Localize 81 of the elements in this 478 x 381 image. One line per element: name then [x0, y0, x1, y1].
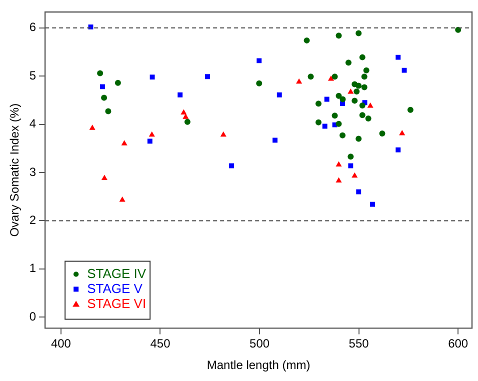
y-tick-label: 6 [29, 20, 36, 34]
point [352, 98, 358, 104]
point [361, 84, 368, 90]
x-tick-label: 450 [150, 336, 171, 351]
y-tick-label: 4 [29, 116, 36, 131]
point [256, 80, 262, 86]
point [308, 74, 314, 80]
point [356, 189, 362, 194]
point [396, 147, 401, 152]
point [332, 112, 338, 119]
point [148, 131, 155, 137]
point [348, 163, 354, 168]
point [336, 161, 342, 167]
point [379, 130, 386, 136]
legend-label: STAGE VI [87, 296, 146, 311]
point [324, 96, 330, 102]
point [119, 196, 126, 202]
point [332, 74, 338, 80]
point [336, 92, 342, 99]
y-tick-label: 1 [29, 261, 36, 276]
point [370, 202, 375, 207]
point [356, 30, 362, 36]
x-tick-label: 550 [348, 336, 370, 351]
point [220, 131, 226, 137]
point [100, 84, 105, 90]
point [336, 177, 342, 182]
point [180, 109, 187, 114]
point [365, 116, 372, 122]
point [304, 37, 310, 44]
y-tick-label: 2 [29, 213, 36, 228]
point [407, 106, 414, 113]
y-axis-title: Ovary Somatic Index (%) [8, 103, 22, 237]
point [150, 74, 155, 80]
point [348, 88, 354, 94]
point [105, 108, 112, 114]
point [89, 124, 96, 130]
point [359, 112, 366, 118]
point [354, 88, 360, 95]
y-tick-label: 3 [29, 164, 36, 179]
point [356, 136, 362, 142]
point [316, 119, 322, 126]
point [147, 138, 152, 144]
y-tick-label: 5 [29, 68, 36, 82]
x-tick-label: 400 [50, 336, 72, 351]
point [359, 102, 366, 109]
point [402, 68, 407, 73]
point [348, 154, 354, 160]
point [114, 80, 121, 86]
point [336, 120, 342, 127]
point [367, 102, 374, 108]
point [276, 92, 282, 98]
point [345, 60, 352, 66]
x-axis-title: Mantle length (mm) [206, 358, 310, 372]
point [356, 82, 362, 89]
x-tick-label: 600 [448, 336, 468, 351]
point [178, 92, 183, 98]
point [256, 58, 262, 64]
legend-label: STAGE V [87, 280, 143, 296]
point [363, 67, 370, 74]
point [340, 96, 346, 102]
y-tick-label: 0 [29, 309, 36, 324]
point [229, 163, 234, 168]
point [272, 138, 278, 143]
point [396, 54, 401, 60]
point [322, 124, 328, 129]
point [101, 174, 108, 180]
point [101, 94, 108, 101]
x-tick-label: 500 [250, 336, 270, 351]
point [340, 132, 346, 138]
point [361, 74, 368, 80]
point [336, 32, 342, 39]
legend-label: STAGE IV [87, 266, 146, 281]
point [184, 118, 190, 125]
point [352, 172, 358, 178]
point [399, 130, 406, 136]
point [97, 70, 104, 76]
point [316, 100, 322, 107]
point [359, 54, 366, 60]
point [205, 74, 210, 80]
point [121, 140, 128, 146]
point [296, 78, 302, 84]
